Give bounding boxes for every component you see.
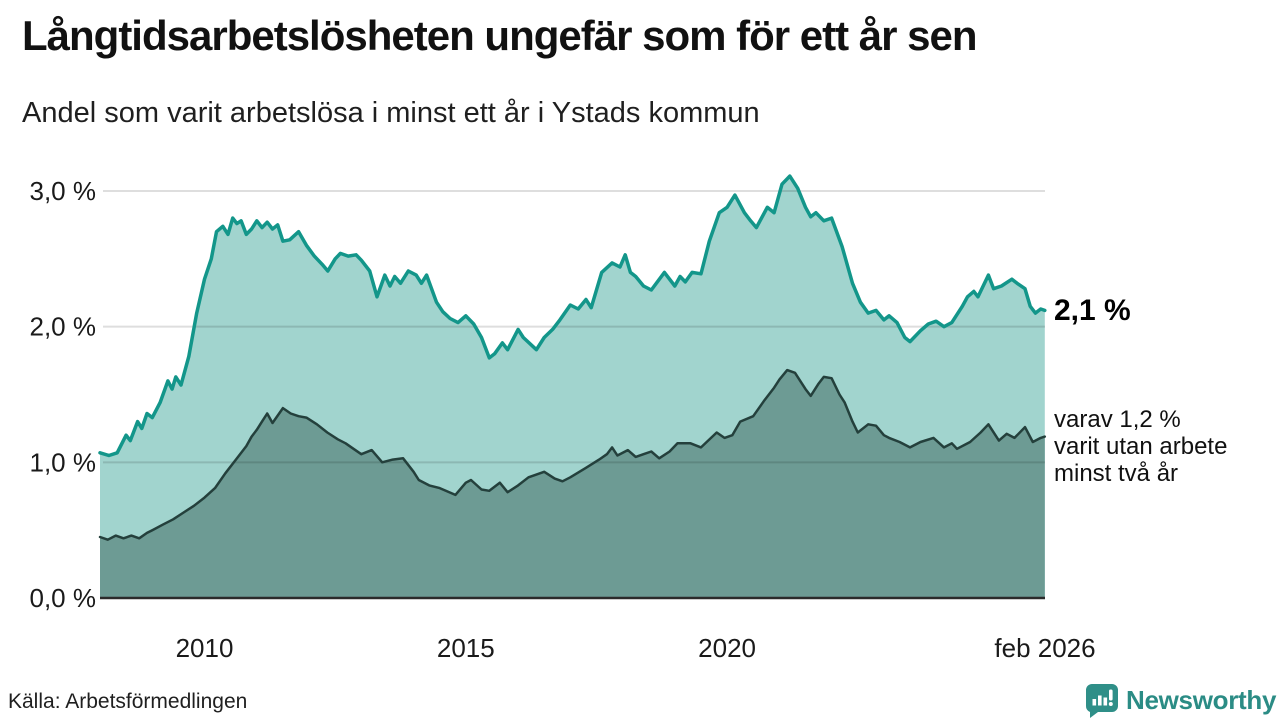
- chart-subtitle: Andel som varit arbetslösa i minst ett å…: [22, 97, 760, 129]
- newsworthy-logo-text: Newsworthy: [1126, 685, 1277, 715]
- bar-medium: [1098, 695, 1102, 706]
- speech-bubble-shape: [1085, 684, 1118, 718]
- page-title: Långtidsarbetslösheten ungefär som för e…: [22, 12, 978, 59]
- area-fill-two-year: [100, 370, 1045, 598]
- x-tick-label: 2020: [698, 633, 756, 663]
- y-tick-label: 2,0 %: [30, 312, 97, 342]
- newsworthy-logo: Newsworthy: [1085, 683, 1276, 718]
- bar-tall: [1103, 697, 1108, 706]
- x-tick-label: 2010: [176, 633, 234, 663]
- end-label-two-year: varav 1,2 % varit utan arbete minst två …: [1054, 406, 1228, 487]
- x-tick-label: 2015: [437, 633, 495, 663]
- x-axis-labels: 2010 2015 2020 feb 2026: [176, 633, 1096, 663]
- x-tick-label: feb 2026: [994, 633, 1095, 663]
- source-credit: Källa: Arbetsförmedlingen: [8, 690, 248, 713]
- line-total: [98, 174, 1047, 458]
- newsworthy-logo-icon: [1085, 684, 1118, 718]
- y-tick-label: 3,0 %: [30, 176, 97, 206]
- exclamation-dot: [1108, 702, 1113, 706]
- bar-small: [1092, 699, 1097, 706]
- gridlines: [103, 190, 1045, 464]
- exclamation-stem: [1109, 689, 1113, 701]
- line-two-year: [98, 368, 1047, 541]
- y-tick-label: 0,0 %: [30, 583, 97, 613]
- y-tick-label: 1,0 %: [30, 447, 97, 477]
- end-label-total: 2,1 %: [1054, 294, 1131, 327]
- y-axis-labels: 3,0 % 2,0 % 1,0 % 0,0 %: [30, 176, 97, 613]
